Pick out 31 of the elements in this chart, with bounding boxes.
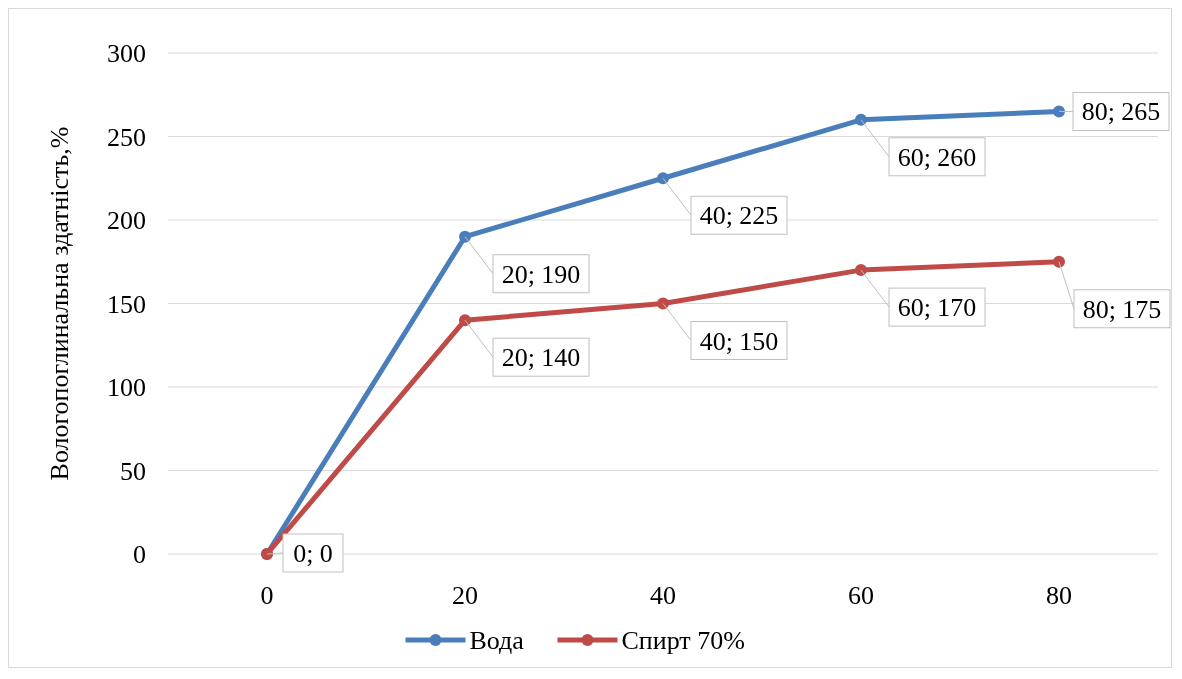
data-label: 60; 170 (897, 293, 977, 323)
data-label: 80; 265 (1081, 97, 1161, 127)
point (657, 172, 669, 185)
data-label: 80; 175 (1082, 294, 1162, 324)
y-axis-title: Вологопоглинальна здатність,% (45, 126, 74, 481)
y-tick-label: 50 (120, 456, 146, 486)
point (1053, 255, 1065, 268)
data-label: 20; 140 (501, 343, 581, 373)
data-label: 40; 150 (699, 326, 779, 356)
legend-label: Спирт 70% (621, 626, 745, 655)
data-label: 20; 190 (501, 259, 581, 289)
y-tick-label: 100 (107, 373, 146, 402)
data-label: 0; 0 (293, 539, 333, 568)
x-tick-label: 60 (848, 581, 874, 610)
point (855, 113, 867, 126)
point (459, 230, 471, 243)
y-tick-label: 150 (107, 289, 146, 319)
x-tick-label: 20 (452, 581, 478, 610)
x-tick-label: 0 (260, 581, 274, 610)
legend-label: Вода (469, 626, 525, 655)
data-label: 60; 260 (897, 142, 977, 172)
x-tick-label: 80 (1046, 581, 1072, 610)
point (459, 314, 471, 327)
y-tick-label: 0 (133, 540, 146, 569)
x-tick-label: 40 (650, 581, 676, 610)
y-tick-label: 200 (107, 206, 146, 235)
data-label: 40; 225 (699, 201, 779, 231)
y-tick-label: 300 (107, 39, 146, 68)
y-tick-label: 250 (107, 122, 146, 152)
point (855, 264, 867, 277)
point (1053, 105, 1065, 118)
